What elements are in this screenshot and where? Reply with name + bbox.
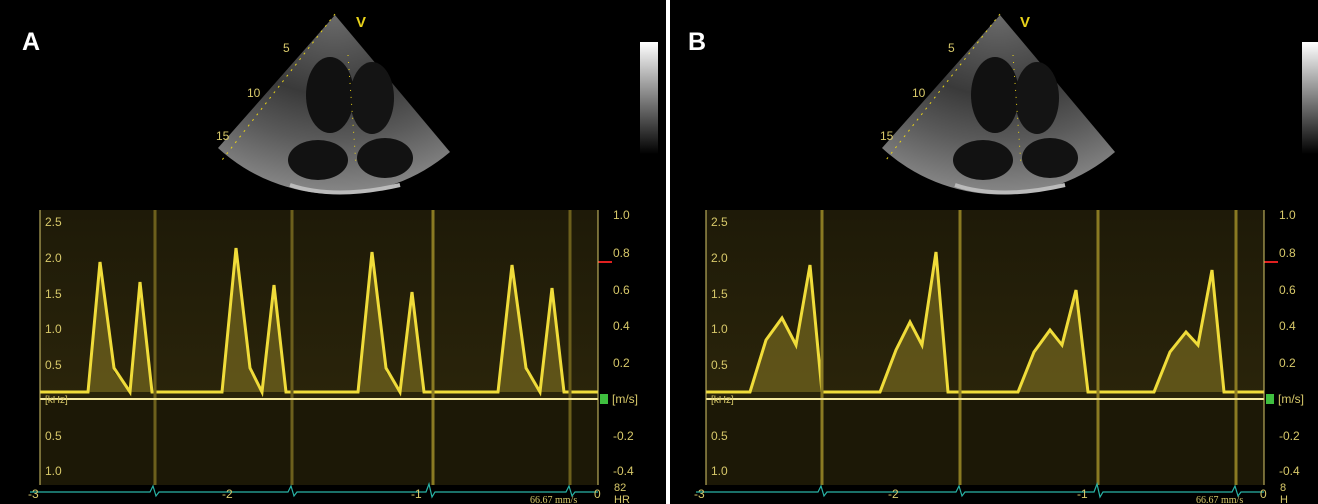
ecg-trace [30, 481, 598, 499]
velocity-envelope [706, 251, 1264, 394]
svg-text:0.4: 0.4 [1279, 319, 1296, 333]
svg-text:-2: -2 [888, 487, 899, 501]
svg-text:[m/s]: [m/s] [612, 392, 638, 406]
baseline-marker [1266, 394, 1274, 404]
reverse-flow-area [706, 400, 1264, 485]
greyscale-bar [640, 42, 658, 154]
svg-text:-3: -3 [694, 487, 705, 501]
baseline-marker [600, 394, 608, 404]
svg-text:1.0: 1.0 [711, 464, 728, 478]
svg-text:2.0: 2.0 [711, 251, 728, 265]
left-axis: 2.5 2.0 1.5 1.0 0.5 [kHz] 0.5 1.0 [39, 210, 68, 485]
svg-text:0.8: 0.8 [1279, 246, 1296, 260]
probe-marker: V [356, 14, 367, 31]
svg-text:2.5: 2.5 [711, 215, 728, 229]
svg-text:0.4: 0.4 [613, 319, 630, 333]
svg-text:-2: -2 [222, 487, 233, 501]
svg-text:0.8: 0.8 [613, 246, 630, 260]
greyscale-bar [1302, 42, 1318, 154]
right-axis: 1.0 0.8 0.6 0.4 0.2 [m/s] -0.2 -0.4 [1263, 208, 1304, 485]
svg-text:[kHz]: [kHz] [45, 395, 68, 406]
svg-text:0: 0 [594, 487, 601, 501]
svg-text:-0.4: -0.4 [1279, 464, 1300, 478]
svg-text:0.2: 0.2 [613, 356, 630, 370]
echo-sector-image [218, 13, 450, 195]
svg-text:-0.4: -0.4 [613, 464, 634, 478]
panel-label: B [688, 28, 707, 56]
svg-text:-0.2: -0.2 [613, 429, 634, 443]
svg-text:1.0: 1.0 [1279, 208, 1296, 222]
heart-rate-label: H [1280, 494, 1288, 504]
heart-rate-label: HR [614, 494, 630, 504]
panel-divider [666, 0, 670, 504]
doppler-spectrum: 2.5 2.0 1.5 1.0 0.5 [kHz] 0.5 1.0 1.0 0.… [694, 208, 1304, 504]
velocity-envelope [40, 247, 598, 398]
time-axis: -3 -2 -1 0 [694, 487, 1267, 501]
panel-b: B V 5 10 15 [670, 0, 1318, 504]
sweep-speed: 66.67 mm/s [1196, 495, 1243, 504]
svg-text:1.0: 1.0 [613, 208, 630, 222]
svg-text:-3: -3 [28, 487, 39, 501]
svg-text:[m/s]: [m/s] [1278, 392, 1304, 406]
svg-text:-1: -1 [411, 487, 422, 501]
svg-text:0.5: 0.5 [711, 429, 728, 443]
echo-sector-image [882, 13, 1115, 195]
svg-text:0.5: 0.5 [45, 429, 62, 443]
svg-text:0.5: 0.5 [711, 358, 728, 372]
svg-text:[kHz]: [kHz] [711, 395, 734, 406]
probe-marker: V [1020, 14, 1031, 31]
svg-text:1.5: 1.5 [711, 287, 728, 301]
sweep-speed: 66.67 mm/s [530, 495, 577, 504]
svg-text:0.5: 0.5 [45, 358, 62, 372]
svg-text:-1: -1 [1077, 487, 1088, 501]
svg-text:1.0: 1.0 [711, 322, 728, 336]
svg-text:1.0: 1.0 [45, 322, 62, 336]
heart-rate-value: 8 [1280, 482, 1286, 494]
right-axis: 1.0 0.8 0.6 0.4 0.2 [m/s] -0.2 -0.4 [597, 208, 638, 485]
svg-text:0.2: 0.2 [1279, 356, 1296, 370]
reverse-flow-area [40, 400, 598, 485]
heart-rate-value: 82 [614, 482, 626, 494]
svg-text:0.6: 0.6 [613, 283, 630, 297]
svg-text:-0.2: -0.2 [1279, 429, 1300, 443]
svg-text:0.6: 0.6 [1279, 283, 1296, 297]
svg-text:1.0: 1.0 [45, 464, 62, 478]
svg-text:2.5: 2.5 [45, 215, 62, 229]
panel-a: A V 5 10 15 [22, 13, 658, 504]
svg-text:1.5: 1.5 [45, 287, 62, 301]
doppler-spectrum: 2.5 2.0 1.5 1.0 0.5 [kHz] 0.5 1.0 1.0 0.… [28, 208, 638, 504]
svg-text:2.0: 2.0 [45, 251, 62, 265]
svg-text:0: 0 [1260, 487, 1267, 501]
panel-label: A [22, 28, 41, 56]
time-axis: -3 -2 -1 0 [28, 487, 601, 501]
ecg-trace [696, 481, 1264, 499]
left-axis: 2.5 2.0 1.5 1.0 0.5 [kHz] 0.5 1.0 [705, 210, 734, 485]
